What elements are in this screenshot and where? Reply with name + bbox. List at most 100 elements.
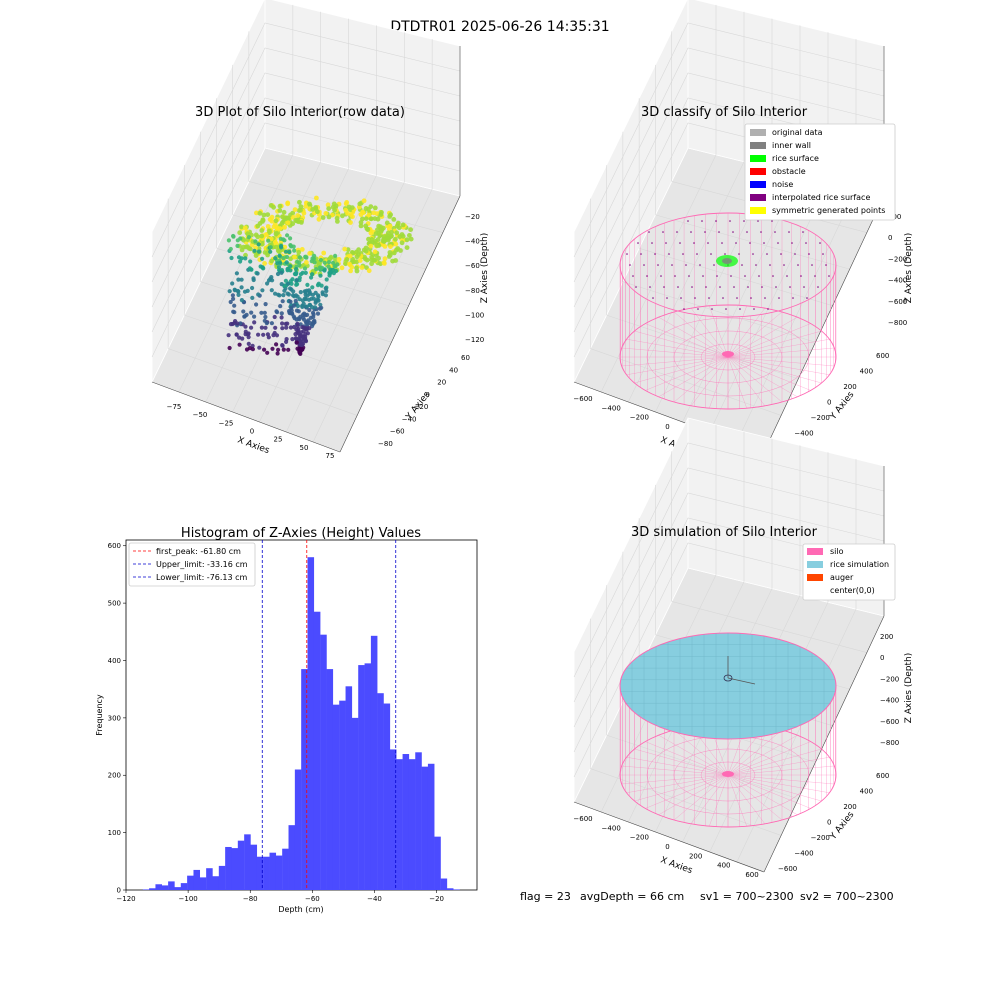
- data-point: [284, 325, 289, 330]
- data-point: [382, 261, 387, 266]
- data-point: [234, 332, 239, 337]
- data-point: [363, 223, 369, 229]
- data-point: [256, 292, 261, 297]
- data-point: [268, 245, 273, 250]
- grid-line: [590, 768, 782, 836]
- interpolated-point: [791, 242, 793, 244]
- silo-floor-spoke: [673, 356, 729, 403]
- tick-label: 60: [461, 354, 470, 362]
- interpolated-point: [626, 253, 628, 255]
- data-point: [313, 300, 318, 305]
- data-point: [269, 275, 274, 280]
- data-point: [354, 254, 360, 260]
- data-point: [285, 201, 291, 207]
- tick-label: 400: [860, 368, 873, 376]
- data-point: [372, 249, 378, 255]
- data-point: [297, 263, 302, 268]
- data-point: [280, 299, 285, 304]
- data-point: [393, 236, 398, 242]
- interpolated-point: [743, 220, 745, 222]
- silo-floor-spoke: [727, 356, 766, 406]
- data-point: [299, 247, 305, 252]
- silo-floor-spoke: [626, 356, 729, 375]
- data-point: [373, 231, 379, 236]
- histogram-bar: [225, 846, 232, 890]
- data-point: [316, 294, 321, 299]
- data-point: [347, 253, 353, 259]
- interpolated-point: [691, 286, 693, 288]
- y-tick-label: 500: [108, 600, 121, 608]
- data-point: [246, 341, 251, 346]
- silo-floor-spoke: [658, 774, 729, 816]
- data-point: [350, 259, 356, 265]
- data-point: [276, 292, 281, 297]
- silo-floor-spoke: [690, 356, 729, 406]
- data-point: [238, 321, 243, 326]
- interpolated-point: [763, 242, 765, 244]
- interpolated-point: [722, 297, 724, 299]
- interpolated-point: [713, 264, 715, 266]
- tick-label: −80: [378, 440, 393, 448]
- data-point: [295, 323, 300, 328]
- histogram-bar: [313, 611, 321, 890]
- auger-arm: [727, 677, 756, 685]
- histogram-bar: [269, 852, 277, 890]
- grid-line: [573, 467, 885, 703]
- data-point: [243, 324, 248, 329]
- data-point: [289, 305, 294, 311]
- histogram-bar: [218, 865, 226, 890]
- interpolated-point: [735, 242, 737, 244]
- data-point: [269, 258, 274, 264]
- data-point: [298, 290, 303, 295]
- histogram-bar: [212, 876, 220, 890]
- data-point: [301, 210, 307, 216]
- silo-floor-spoke: [634, 774, 729, 802]
- silo-floor-spoke: [727, 741, 811, 776]
- histogram-bar: [383, 703, 391, 890]
- data-point: [339, 265, 345, 271]
- data-point: [246, 235, 251, 240]
- data-point: [292, 207, 298, 213]
- data-point: [349, 250, 355, 255]
- data-point: [263, 302, 268, 307]
- interpolated-point: [674, 275, 676, 277]
- data-point: [390, 258, 395, 264]
- data-point: [297, 349, 302, 354]
- silo-floor-spoke: [727, 305, 747, 358]
- grid-line: [709, 182, 829, 433]
- data-point: [269, 321, 274, 326]
- data-point: [268, 203, 274, 208]
- data-point: [250, 347, 255, 352]
- data-point: [364, 265, 369, 270]
- silo-floor-spoke: [673, 311, 729, 358]
- interpolated-point: [777, 242, 779, 244]
- data-point: [320, 215, 326, 220]
- interpolated-point: [794, 253, 796, 255]
- grid-line: [286, 182, 405, 433]
- histogram-bar: [294, 769, 302, 890]
- axis-line: [573, 801, 765, 873]
- data-point: [294, 327, 299, 332]
- data-point: [274, 230, 280, 236]
- grid-line: [736, 189, 857, 443]
- data-point: [234, 271, 239, 276]
- histogram-bar: [415, 752, 422, 890]
- data-point: [384, 220, 390, 226]
- interpolated-point: [808, 253, 810, 255]
- data-point: [393, 241, 399, 247]
- tick-label: −40: [402, 415, 417, 423]
- histogram-bar: [199, 877, 207, 890]
- data-point: [249, 310, 254, 315]
- histogram-bar: [440, 878, 448, 890]
- data-point: [296, 316, 301, 321]
- interpolated-point: [811, 264, 813, 266]
- data-point: [257, 210, 263, 216]
- center-marker: [722, 351, 734, 357]
- data-point: [280, 321, 285, 326]
- grid-line: [151, 22, 461, 258]
- interpolated-point: [732, 231, 734, 233]
- data-point: [369, 237, 375, 242]
- grid-line: [606, 314, 799, 380]
- status-line: flag = 23 avgDepth = 66 cm sv1 = 700~230…: [520, 890, 894, 903]
- interpolated-point: [662, 231, 664, 233]
